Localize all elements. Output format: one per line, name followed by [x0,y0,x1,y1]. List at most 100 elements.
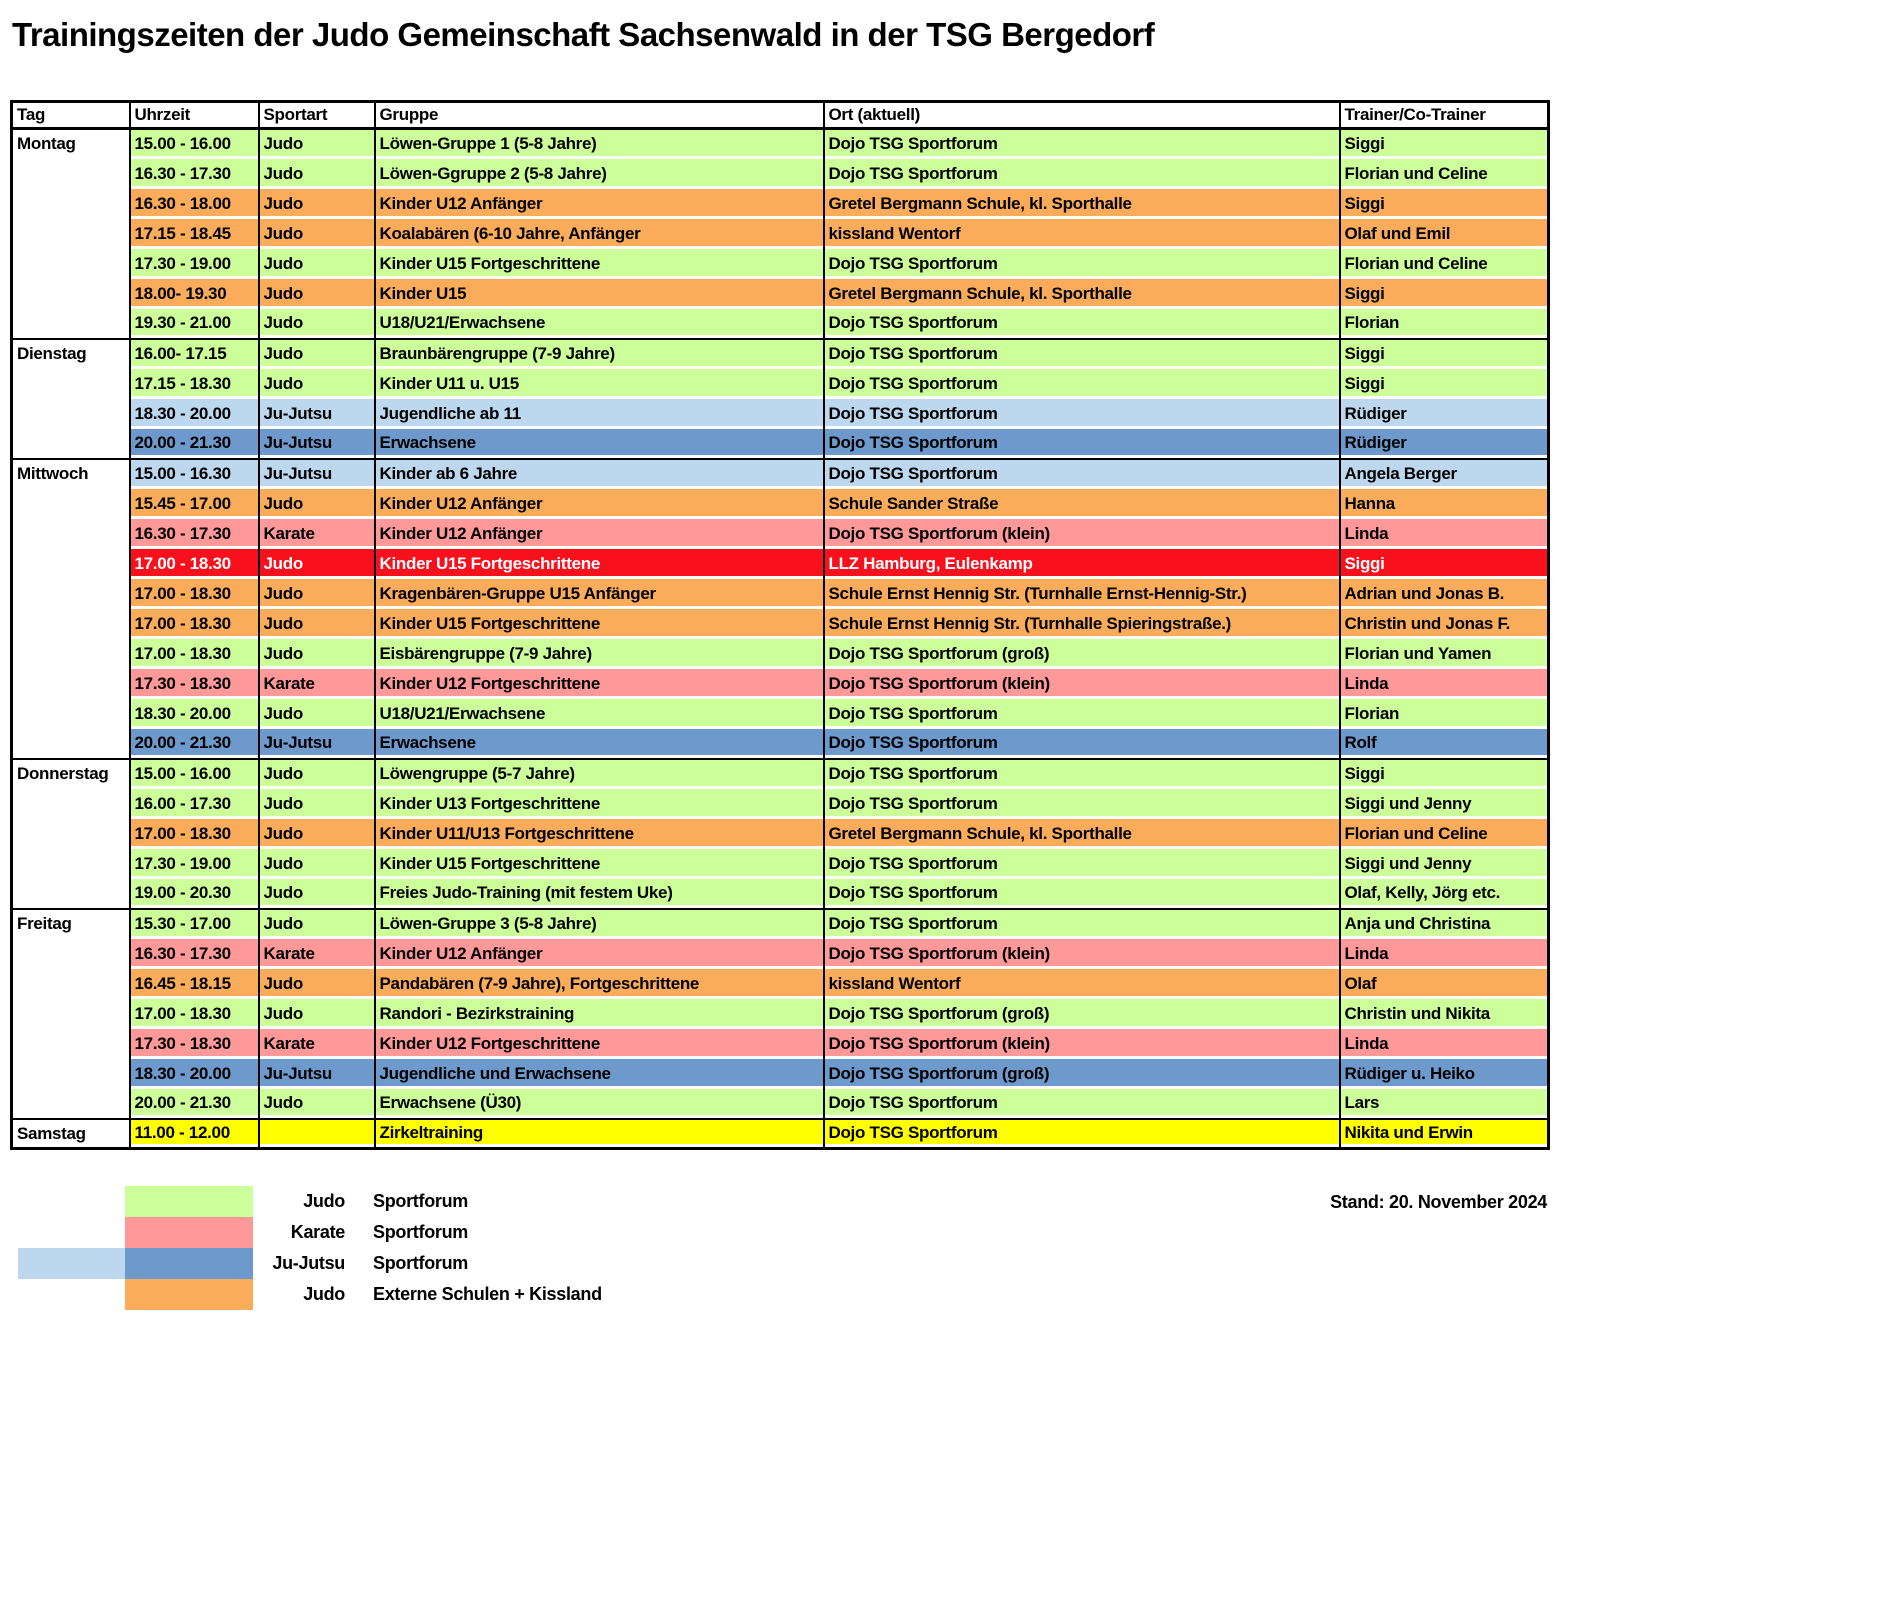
schedule-row: 18.00- 19.30 Judo Kinder U15 Gretel Bergman… [12,278,1550,309]
group-cell: Kinder U12 Anfänger [373,488,825,519]
sport-cell: Judo [257,998,376,1029]
sport-cell: Judo [257,907,376,939]
trainer-cell: Florian und Celine [1338,818,1550,849]
ort-cell: Dojo TSG Sportforum [822,248,1341,279]
schedule-row: 17.15 - 18.30 Judo Kinder U11 u. U15 Dojo T… [12,368,1550,399]
schedule-row: 16.30 - 17.30 Karate Kinder U12 Anfänger Do… [12,938,1550,969]
schedule-row: 15.45 - 17.00 Judo Kinder U12 Anfänger Schu… [12,488,1550,519]
trainer-cell: Siggi [1338,548,1550,579]
schedule-row: 17.30 - 19.00 Judo Kinder U15 Fortgeschrit… [12,248,1550,279]
trainer-cell: Florian und Celine [1338,158,1550,189]
sport-cell: Ju-Jutsu [257,428,376,459]
sport-cell: Karate [257,1028,376,1059]
schedule-row: 18.30 - 20.00 Judo U18/U21/Erwachsene Dojo … [12,698,1550,729]
day-cell: Samstag [10,1117,131,1149]
group-cell: Kinder U15 Fortgeschrittene [373,608,825,639]
legend-location-label: Externe Schulen + Kissland [373,1284,602,1304]
trainer-cell: Siggi [1338,368,1550,399]
schedule-row: 16.30 - 18.00 Judo Kinder U12 Anfänger Gret… [12,188,1550,219]
sport-cell: Judo [257,278,376,309]
schedule-table: Tag Uhrzeit Sportart Gruppe Ort (aktuell… [10,100,1550,1150]
header-trainer: Trainer/Co-Trainer [1338,101,1550,130]
schedule-row: 16.30 - 17.30 Judo Löwen-Ggruppe 2 (5-8 Ja… [12,158,1550,189]
ort-cell: Dojo TSG Sportforum [822,428,1341,459]
day-cell: Donnerstag [10,757,131,909]
sport-cell: Judo [257,1088,376,1119]
group-cell: Kinder ab 6 Jahre [373,457,825,489]
schedule-row: 17.30 - 18.30 Karate Kinder U12 Fortgeschr… [12,668,1550,699]
group-cell: Kinder U15 Fortgeschrittene [373,848,825,879]
group-cell: Löwengruppe (5-7 Jahre) [373,757,825,789]
legend-spacer [18,1186,125,1217]
schedule-row: Montag 15.00 - 16.00 Judo Löwen-Gruppe 1 (5… [10,127,1550,339]
sport-cell: Ju-Jutsu [257,398,376,429]
legend-spacer [18,1279,125,1310]
trainer-cell: Adrian und Jonas B. [1338,578,1550,609]
time-cell: 16.30 - 18.00 [128,188,260,219]
sport-cell: Judo [257,218,376,249]
group-cell: Erwachsene [373,728,825,759]
trainer-cell: Rüdiger [1338,398,1550,429]
ort-cell: Dojo TSG Sportforum [822,907,1341,939]
trainer-cell: Florian [1338,698,1550,729]
time-cell: 15.00 - 16.00 [128,757,260,789]
header-row: Tag Uhrzeit Sportart Gruppe Ort (aktuell… [10,101,1550,130]
time-cell: 17.00 - 18.30 [128,818,260,849]
ort-cell: Dojo TSG Sportforum (groß) [822,1058,1341,1089]
ort-cell: Dojo TSG Sportforum [822,1117,1341,1149]
sport-cell: Judo [257,158,376,189]
time-cell: 18.30 - 20.00 [128,1058,260,1089]
day-cell: Dienstag [10,337,131,459]
schedule-row: 19.00 - 20.30 Judo Freies Judo-Training (m… [12,878,1550,909]
time-cell: 15.00 - 16.00 [128,127,260,159]
sport-cell: Judo [257,488,376,519]
trainer-cell: Linda [1338,518,1550,549]
trainer-cell: Angela Berger [1338,457,1550,489]
trainer-cell: Siggi und Jenny [1338,788,1550,819]
group-cell: Kinder U15 Fortgeschrittene [373,548,825,579]
trainer-cell: Siggi [1338,188,1550,219]
sport-cell: Judo [257,248,376,279]
ort-cell: Dojo TSG Sportforum [822,398,1341,429]
ort-cell: Schule Sander Straße [822,488,1341,519]
ort-cell: Dojo TSG Sportforum (groß) [822,998,1341,1029]
sport-cell: Ju-Jutsu [257,728,376,759]
trainer-cell: Rüdiger [1338,428,1550,459]
header-tag: Tag [10,101,131,130]
sport-cell: Judo [257,968,376,999]
time-cell: 17.30 - 18.30 [128,668,260,699]
group-cell: Koalabären (6-10 Jahre, Anfänger [373,218,825,249]
ort-cell: kissland Wentorf [822,968,1341,999]
ort-cell: Dojo TSG Sportforum (klein) [822,938,1341,969]
stand-date: Stand: 20. November 2024 [1330,1192,1547,1212]
schedule-row: 20.00 - 21.30 Ju-Jutsu Erwachsene Dojo TSG … [12,428,1550,459]
group-cell: Kinder U11/U13 Fortgeschrittene [373,818,825,849]
schedule-row: 16.30 - 17.30 Karate Kinder U12 Anfänger Do… [12,518,1550,549]
day-cell: Mittwoch [10,457,131,759]
time-cell: 17.30 - 18.30 [128,1028,260,1059]
ort-cell: Schule Ernst Hennig Str. (Turnhalle Erns… [822,578,1341,609]
time-cell: 19.00 - 20.30 [128,878,260,909]
time-cell: 18.30 - 20.00 [128,698,260,729]
legend-row-jujutsu: Ju-Jutsu Sportforum [10,1248,1547,1279]
sport-cell: Karate [257,938,376,969]
group-cell: Kinder U12 Anfänger [373,938,825,969]
time-cell: 17.00 - 18.30 [128,608,260,639]
trainer-cell: Nikita und Erwin [1338,1117,1550,1149]
schedule-row: 20.00 - 21.30 Ju-Jutsu Erwachsene Dojo TSG … [12,728,1550,759]
group-cell: Kinder U15 [373,278,825,309]
sport-cell: Judo [257,188,376,219]
ort-cell: Dojo TSG Sportforum [822,788,1341,819]
sport-cell: Karate [257,668,376,699]
trainer-cell: Linda [1338,668,1550,699]
time-cell: 17.00 - 18.30 [128,548,260,579]
header-uhrzeit: Uhrzeit [128,101,260,130]
trainer-cell: Siggi [1338,278,1550,309]
page-title: Trainingszeiten der Judo Gemeinschaft Sa… [12,16,1155,53]
time-cell: 18.00- 19.30 [128,278,260,309]
schedule-row: 19.30 - 21.00 Judo U18/U21/Erwachsene Dojo … [12,308,1550,339]
trainer-cell: Linda [1338,1028,1550,1059]
schedule-row: 17.30 - 18.30 Karate Kinder U12 Fortgeschr… [12,1028,1550,1059]
legend-swatch-judo-sportforum [125,1186,253,1217]
legend-spacer [18,1217,125,1248]
